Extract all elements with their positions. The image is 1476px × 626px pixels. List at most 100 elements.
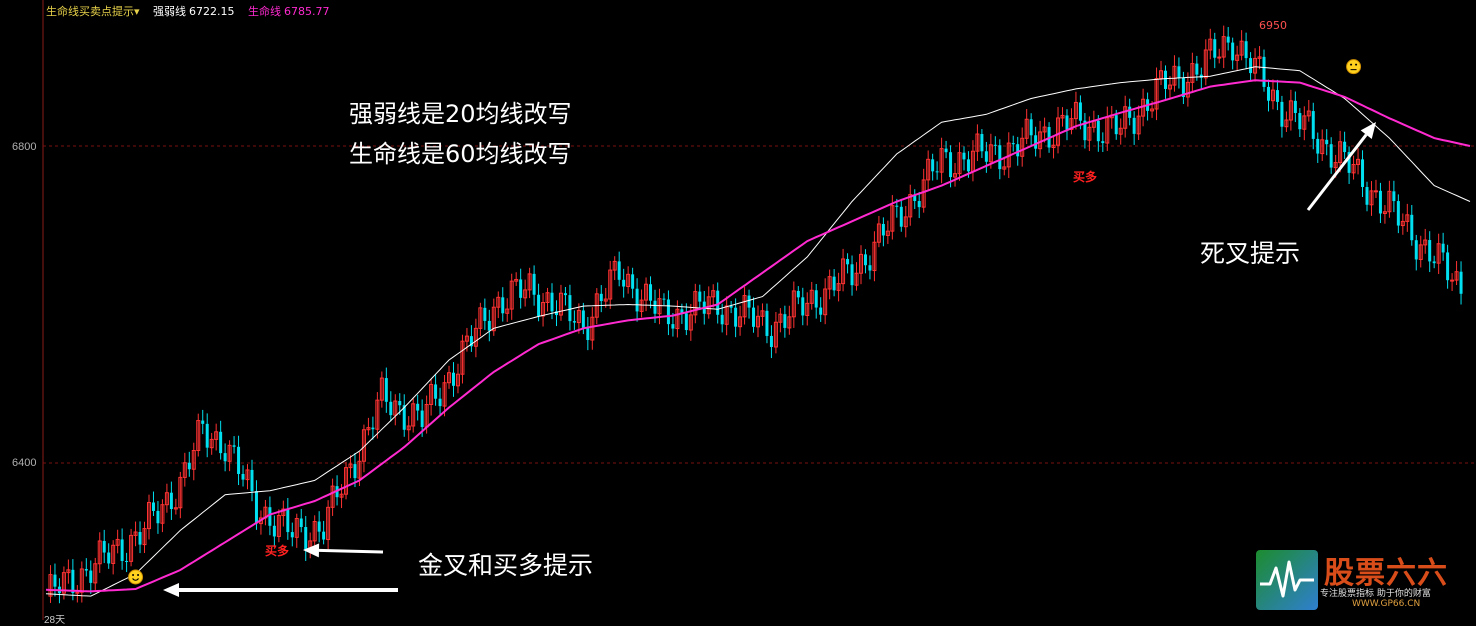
candle-up: [344, 467, 349, 495]
candle-up: [1270, 89, 1275, 102]
indicator-header: 生命线买卖点提示▾ 强弱线 6722.15 生命线 6785.77: [46, 3, 336, 19]
candle-up: [1338, 141, 1343, 164]
candle-down: [1441, 243, 1445, 253]
candle-down: [501, 297, 505, 314]
candle-up: [590, 316, 595, 341]
candle-down: [71, 569, 75, 594]
candle-down: [268, 507, 272, 526]
candle-down: [868, 265, 872, 271]
candle-down: [1249, 58, 1253, 74]
candle-down: [863, 254, 867, 266]
candle-down: [1316, 138, 1320, 154]
candle-down: [317, 521, 321, 532]
candle-up: [688, 314, 693, 331]
candle-down: [384, 378, 388, 402]
candle-up: [393, 400, 398, 416]
candle-up: [1217, 56, 1222, 59]
annotation-golden-cross: 金叉和买多提示: [418, 551, 594, 580]
candle-down: [402, 405, 406, 430]
grid-layer: [42, 0, 1476, 620]
candle-down: [353, 464, 357, 479]
candle-down: [398, 401, 402, 406]
logo-title: 股票六六: [1324, 556, 1448, 591]
candle-up: [1436, 243, 1441, 264]
candle-up: [1087, 126, 1092, 141]
candle-up: [1235, 54, 1240, 61]
candle-down: [653, 300, 657, 314]
candle-up: [1172, 65, 1177, 86]
candle-up: [523, 289, 528, 299]
candle-down: [662, 298, 666, 300]
candle-up: [841, 258, 846, 285]
candle-up: [876, 223, 881, 243]
candle-up: [644, 283, 649, 301]
candle-down: [980, 134, 984, 152]
candle-up: [791, 290, 796, 318]
chevron-down-icon[interactable]: ▾: [134, 5, 140, 18]
candle-up: [326, 506, 331, 541]
candle-down: [1446, 252, 1450, 281]
candle-down: [371, 427, 375, 430]
candle-up: [357, 460, 362, 479]
candle-down: [156, 510, 160, 524]
candle-down: [1034, 135, 1038, 149]
candle-up: [809, 289, 814, 304]
candle-down: [1244, 41, 1248, 59]
candle-down: [962, 152, 966, 160]
candle-up: [1302, 115, 1307, 130]
candle-down: [1065, 115, 1069, 130]
candle-up: [93, 563, 98, 584]
candle-down: [1195, 63, 1199, 75]
candle-up: [173, 507, 178, 510]
candle-up: [527, 273, 532, 291]
candle-down: [84, 568, 88, 571]
candle-down: [1114, 115, 1118, 135]
candle-down: [765, 310, 769, 336]
candle-down: [125, 560, 129, 562]
candle-up: [1454, 271, 1459, 281]
candle-down: [1078, 102, 1082, 121]
candle-down: [286, 509, 290, 533]
candle-down: [272, 525, 276, 537]
candle-up: [79, 568, 84, 593]
candle-down: [434, 384, 438, 399]
candle-up: [61, 572, 66, 594]
site-logo: 股票六六 专注股票指标 助于你的财富 WWW.GP66.CN: [1256, 548, 1470, 614]
candle-down: [1016, 144, 1020, 157]
annotation-ma20-note: 强弱线是20均线改写: [349, 100, 572, 128]
candle-down: [850, 264, 854, 286]
candle-down: [769, 335, 773, 347]
candle-up: [442, 382, 447, 407]
y-tick-label: 6800: [12, 141, 37, 153]
candle-down: [1347, 152, 1351, 173]
candle-down: [698, 291, 702, 302]
candle-down: [550, 292, 554, 312]
candle-down: [1432, 261, 1436, 264]
candle-down: [1101, 141, 1105, 144]
candle-up: [1450, 279, 1455, 282]
candle-down: [89, 570, 93, 583]
candle-up: [196, 420, 201, 451]
candle-up: [773, 321, 778, 348]
candle-up: [491, 306, 496, 332]
signal-marker-layer: [128, 59, 1362, 585]
candle-down: [299, 518, 303, 528]
ma20-value: 6722.15: [189, 5, 235, 18]
death-cross-arrow: [1306, 122, 1376, 211]
candle-up: [129, 534, 134, 562]
candle-down: [107, 552, 111, 564]
candle-down: [801, 297, 805, 316]
candle-up: [514, 278, 519, 282]
candle-down: [1177, 66, 1181, 78]
y-tick-label: 6400: [12, 457, 37, 469]
candle-down: [895, 205, 899, 207]
candle-up: [1002, 166, 1007, 170]
candle-down: [796, 290, 800, 298]
candle-down: [1329, 144, 1333, 168]
candle-up: [191, 449, 196, 470]
indicator-name[interactable]: 生命线买卖点提示: [46, 5, 134, 18]
candle-down: [734, 307, 738, 327]
annotation-death-cross: 死叉提示: [1200, 239, 1301, 268]
candle-up: [1118, 127, 1123, 135]
candle-down: [322, 531, 326, 540]
